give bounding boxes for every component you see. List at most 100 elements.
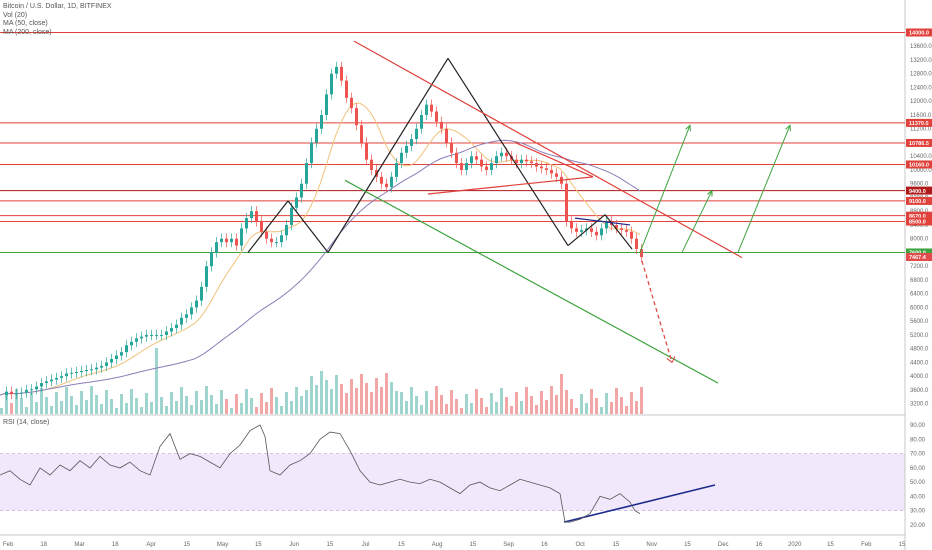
candle-body (465, 163, 468, 170)
candle-body (340, 66, 343, 81)
x-tick-label: Mar (74, 542, 84, 548)
rsi-tick-label: 80.00 (910, 437, 926, 443)
candle-body (575, 228, 578, 232)
y-tick-label: 11600.0 (910, 113, 932, 119)
volume-bar (480, 398, 483, 414)
y-tick-label: 4000.0 (910, 374, 929, 380)
price-level-label: 10160.0 (909, 163, 929, 169)
volume-bar (560, 374, 563, 414)
x-tick-label: Feb (861, 542, 872, 548)
candle-body (565, 183, 568, 222)
volume-bar (495, 402, 498, 414)
volume-bar (115, 408, 118, 414)
candle-body (255, 211, 258, 222)
candle-body (135, 338, 138, 342)
volume-bar (555, 395, 558, 414)
y-tick-label: 6800.0 (910, 278, 929, 284)
x-tick-label: 15 (183, 542, 190, 548)
rsi-tick-label: 90.00 (910, 423, 926, 429)
volume-bar (430, 400, 433, 414)
volume-bar (510, 406, 513, 414)
y-tick-label: 13600.0 (910, 44, 932, 50)
volume-bar (0, 408, 3, 414)
volume-bar (620, 397, 623, 414)
candle-body (270, 238, 273, 243)
volume-bar (150, 402, 153, 414)
annotation-line (427, 176, 594, 195)
candle-body (155, 334, 158, 336)
volume-bar (155, 348, 158, 414)
volume-bar (335, 375, 338, 414)
annotation-line (247, 200, 289, 253)
x-tick-label: Nov (646, 542, 657, 548)
volume-bar (355, 388, 358, 414)
volume-bar (190, 405, 193, 414)
annotation-line (287, 200, 329, 253)
x-tick-label: 15 (613, 542, 620, 548)
candle-body (335, 66, 338, 74)
price-level-tag (906, 217, 932, 226)
candle-body (400, 152, 403, 164)
candle-body (345, 80, 348, 98)
candle-body (505, 152, 508, 157)
volume-bar (530, 396, 533, 414)
volume-bar (345, 393, 348, 414)
candle-body (640, 249, 643, 258)
volume-bar (170, 392, 173, 414)
volume-bar (535, 405, 538, 414)
candle-body (5, 391, 8, 396)
y-tick-label: 11200.0 (910, 127, 932, 133)
price-level-tag (906, 138, 932, 147)
volume-bar (415, 396, 418, 414)
candle-body (25, 389, 28, 393)
volume-bar (525, 387, 528, 414)
candle-body (615, 224, 618, 229)
volume-bar (405, 401, 408, 414)
volume-bar (635, 401, 638, 414)
volume-bar (95, 395, 98, 414)
volume-bar (280, 406, 283, 414)
price-level-label: 11370.0 (909, 121, 929, 127)
volume-bar (40, 388, 43, 414)
candle-body (355, 108, 358, 126)
candle-body (160, 334, 163, 336)
y-tick-label: 3200.0 (910, 402, 929, 408)
volume-bar (240, 403, 243, 414)
volume-bar (295, 387, 298, 414)
price-level-label: 14000.0 (909, 31, 929, 37)
volume-bar (640, 387, 643, 414)
candle-body (205, 266, 208, 287)
x-tick-label: Feb (3, 542, 14, 548)
volume-bar (25, 407, 28, 414)
volume-bar (400, 392, 403, 414)
candle-body (390, 176, 393, 188)
annotation-line (567, 214, 606, 247)
volume-bar (440, 395, 443, 414)
volume-bar (475, 389, 478, 414)
volume-bar (260, 393, 263, 414)
volume-bar (550, 386, 553, 414)
candle-body (600, 228, 603, 236)
x-tick-label: 15 (899, 542, 906, 548)
candle-body (450, 142, 453, 153)
annotation-line (604, 214, 633, 250)
y-tick-label: 4400.0 (910, 360, 929, 366)
price-level-label: 10786.5 (909, 141, 929, 147)
candle-body (90, 369, 93, 371)
candle-body (210, 252, 213, 267)
candle-body (260, 221, 263, 232)
arrow-head (666, 356, 676, 364)
volume-bar (60, 401, 63, 414)
x-tick-label: Dec (718, 542, 729, 548)
candle-body (275, 242, 278, 244)
rsi-tick-label: 30.00 (910, 509, 926, 515)
volume-bar (305, 390, 308, 414)
volume-bar (365, 383, 368, 414)
candle-body (535, 163, 538, 167)
volume-bar (395, 391, 398, 414)
volume-bar (130, 389, 133, 414)
candle-body (585, 228, 588, 231)
volume-bar (605, 393, 608, 414)
x-tick-label: 15 (827, 542, 834, 548)
